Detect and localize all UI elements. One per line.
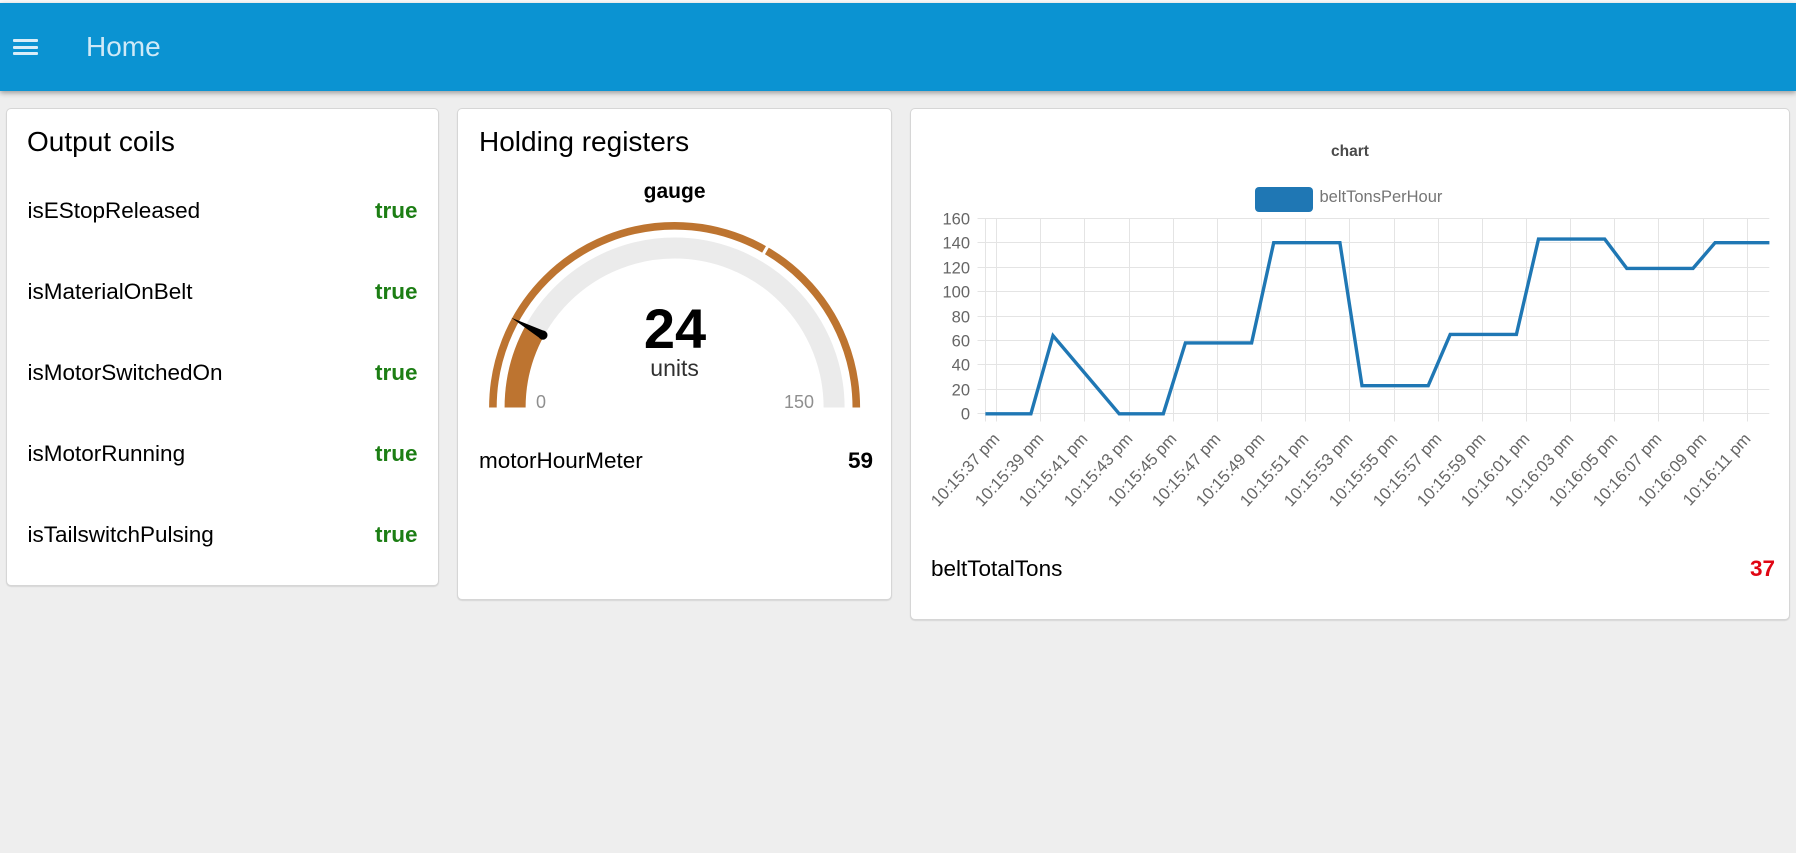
svg-text:0: 0	[961, 406, 970, 424]
svg-text:20: 20	[952, 382, 970, 400]
svg-text:60: 60	[952, 333, 970, 351]
svg-text:140: 140	[942, 235, 970, 253]
svg-text:160: 160	[942, 211, 970, 229]
svg-text:80: 80	[952, 309, 970, 327]
svg-text:120: 120	[942, 260, 970, 278]
svg-text:40: 40	[952, 357, 970, 375]
svg-text:100: 100	[942, 284, 970, 302]
